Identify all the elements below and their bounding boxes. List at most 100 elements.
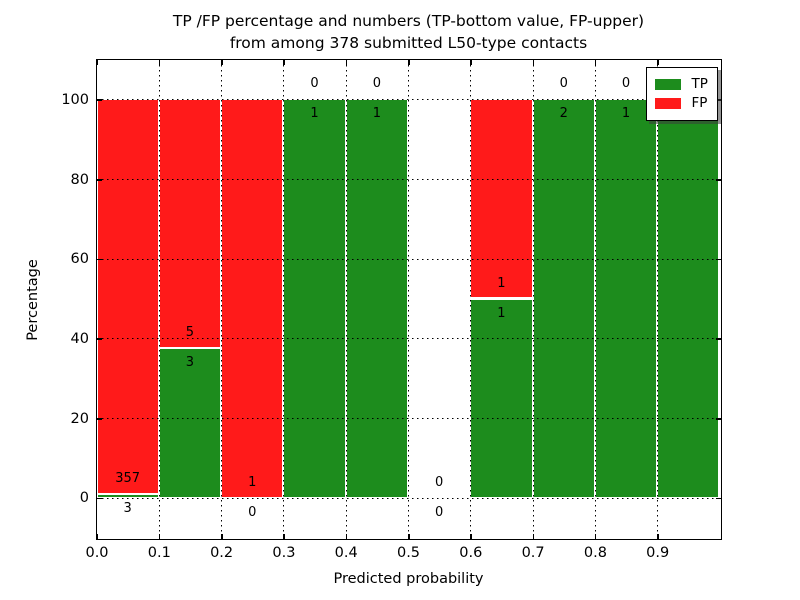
y-tick-label: 100 bbox=[61, 91, 89, 108]
y-tick-mark bbox=[96, 418, 102, 420]
x-tick-mark bbox=[283, 533, 285, 539]
fp-count-label: 0 bbox=[559, 76, 568, 92]
y-tick-label: 80 bbox=[70, 171, 89, 188]
x-tick-label: 0.8 bbox=[583, 545, 607, 561]
tp-bar bbox=[594, 99, 658, 498]
tp-count-label: 0 bbox=[248, 504, 257, 520]
tp-bar bbox=[283, 99, 346, 498]
fp-bar bbox=[158, 99, 222, 349]
y-tick-mark bbox=[715, 99, 721, 101]
x-tick-mark bbox=[532, 533, 535, 539]
fp-count-label: 1 bbox=[248, 474, 257, 490]
y-tick-mark bbox=[715, 418, 721, 420]
x-tick-mark bbox=[470, 59, 472, 65]
y-tick-mark bbox=[96, 497, 102, 500]
tp-bar bbox=[345, 99, 408, 498]
vertical-gridline bbox=[408, 59, 409, 539]
x-tick-mark bbox=[221, 533, 223, 539]
vertical-gridline bbox=[221, 59, 223, 539]
x-tick-mark bbox=[657, 533, 659, 539]
y-tick-mark bbox=[715, 338, 721, 340]
horizontal-gridline bbox=[96, 338, 721, 340]
x-tick-mark bbox=[345, 533, 348, 539]
tp-count-label: 3 bbox=[123, 501, 132, 517]
chart-title-line1: TP /FP percentage and numbers (TP-bottom… bbox=[172, 12, 645, 30]
x-tick-label: 0.4 bbox=[334, 545, 358, 561]
legend: TP FP bbox=[645, 66, 718, 121]
fp-count-label: 357 bbox=[115, 471, 141, 487]
y-tick-label: 20 bbox=[70, 410, 89, 427]
x-tick-mark bbox=[470, 533, 472, 539]
y-axis-label: Percentage bbox=[25, 259, 41, 341]
x-tick-label: 0.9 bbox=[646, 545, 670, 561]
chart-title-line2: from among 378 submitted L50-type contac… bbox=[229, 34, 588, 52]
tp-count-label: 1 bbox=[621, 106, 631, 122]
fp-count-label: 0 bbox=[621, 76, 631, 92]
fp-count-label: 5 bbox=[185, 325, 195, 341]
x-tick-mark bbox=[221, 59, 223, 65]
y-tick-label: 60 bbox=[70, 251, 89, 268]
tp-bar bbox=[532, 99, 595, 498]
x-tick-label: 0.5 bbox=[396, 545, 421, 561]
x-tick-mark bbox=[408, 59, 410, 65]
tp-bar bbox=[657, 99, 720, 498]
x-tick-mark bbox=[158, 59, 161, 65]
tp-bar bbox=[96, 494, 159, 498]
fp-bar bbox=[221, 99, 284, 498]
fp-count-label: 0 bbox=[435, 474, 444, 490]
y-tick-label: 40 bbox=[70, 330, 89, 347]
tp-count-label: 1 bbox=[372, 106, 381, 122]
x-tick-mark bbox=[408, 533, 410, 539]
y-tick-mark bbox=[96, 338, 102, 340]
y-tick-mark bbox=[96, 99, 102, 101]
tp-count-label: 1 bbox=[310, 106, 319, 122]
x-tick-mark bbox=[594, 533, 597, 539]
horizontal-gridline bbox=[96, 497, 721, 499]
x-tick-mark bbox=[158, 533, 161, 539]
tp-swatch-icon bbox=[654, 78, 681, 90]
horizontal-gridline bbox=[96, 99, 721, 101]
x-tick-mark bbox=[96, 59, 98, 65]
vertical-gridline bbox=[158, 59, 160, 539]
fp-count-label: 0 bbox=[310, 76, 319, 92]
legend-label-tp: TP bbox=[691, 75, 708, 92]
horizontal-gridline bbox=[96, 258, 721, 260]
vertical-gridline bbox=[657, 59, 659, 539]
x-tick-label: 0.6 bbox=[459, 545, 483, 561]
plot-area: 3573531001010011020102 TP FP bbox=[95, 58, 722, 540]
fp-swatch-icon bbox=[654, 97, 681, 109]
vertical-gridline bbox=[470, 59, 472, 539]
x-tick-mark bbox=[532, 59, 535, 65]
tp-bar bbox=[470, 298, 533, 498]
y-tick-mark bbox=[715, 179, 721, 181]
fp-bar bbox=[96, 99, 159, 495]
horizontal-gridline bbox=[96, 418, 721, 419]
legend-item-fp: FP bbox=[654, 95, 708, 112]
y-tick-label: 0 bbox=[79, 490, 89, 507]
y-tick-mark bbox=[715, 258, 721, 261]
x-tick-mark bbox=[345, 59, 348, 65]
x-tick-label: 0.2 bbox=[210, 545, 234, 561]
x-tick-label: 0.7 bbox=[521, 545, 545, 561]
y-tick-mark bbox=[715, 497, 721, 500]
tp-count-label: 2 bbox=[559, 106, 568, 122]
x-tick-mark bbox=[283, 59, 285, 65]
tp-count-label: 0 bbox=[435, 504, 444, 520]
y-tick-mark bbox=[96, 179, 102, 181]
vertical-gridline bbox=[283, 59, 285, 539]
tp-count-label: 1 bbox=[497, 305, 506, 321]
tp-count-label: 3 bbox=[185, 355, 195, 371]
vertical-gridline bbox=[532, 59, 534, 539]
x-tick-label: 0.3 bbox=[272, 545, 296, 561]
y-tick-mark bbox=[96, 258, 102, 261]
vertical-gridline bbox=[594, 59, 596, 539]
x-tick-mark bbox=[96, 533, 98, 539]
x-tick-label: 0.0 bbox=[85, 545, 109, 561]
x-axis-label: Predicted probability bbox=[333, 571, 484, 587]
vertical-gridline bbox=[345, 59, 347, 539]
fp-count-label: 1 bbox=[497, 275, 506, 291]
fp-bar bbox=[470, 99, 533, 299]
chart-title: TP /FP percentage and numbers (TP-bottom… bbox=[97, 10, 720, 54]
legend-item-tp: TP bbox=[654, 75, 708, 93]
